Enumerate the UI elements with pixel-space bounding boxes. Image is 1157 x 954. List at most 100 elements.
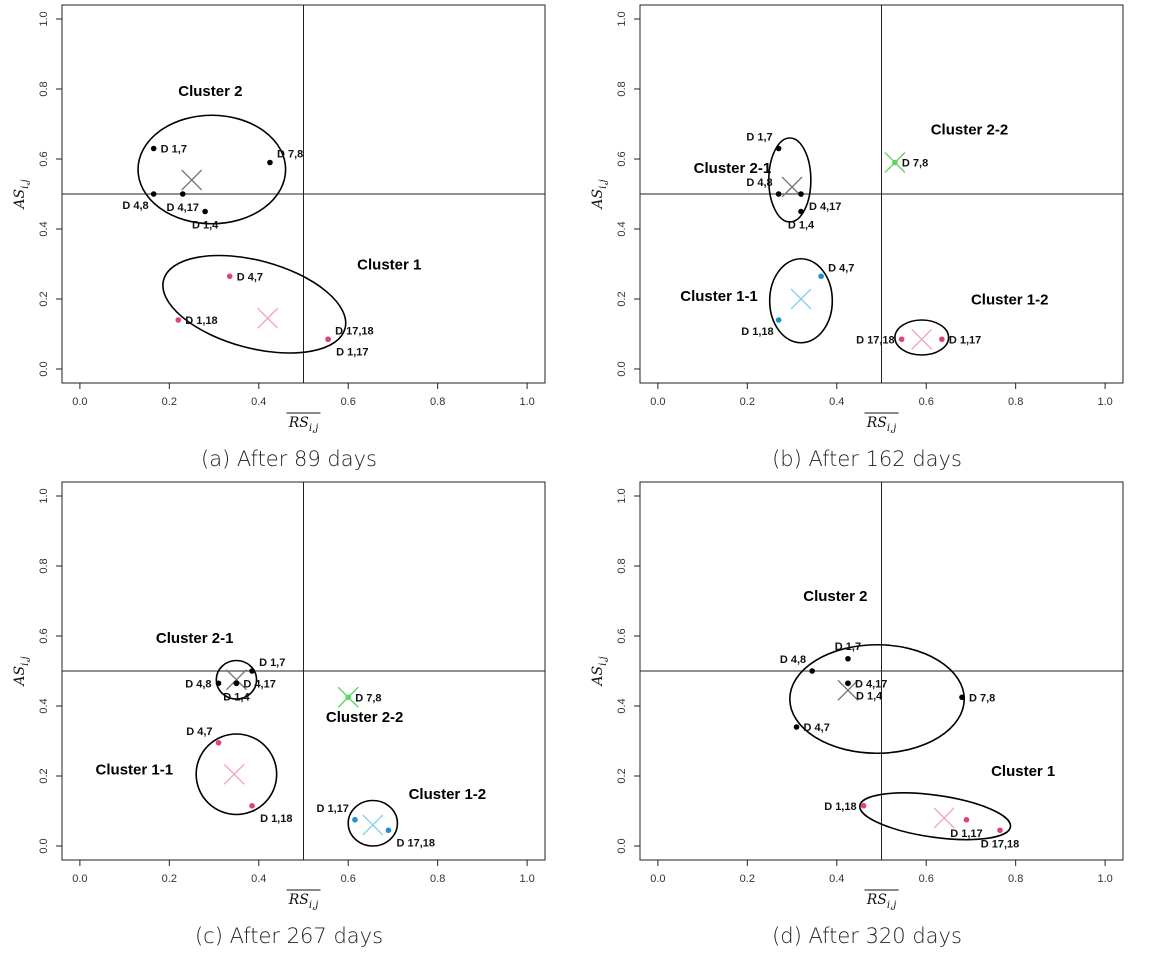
point-label: D 1,18 [741, 326, 773, 338]
point-label: D 4,7 [237, 271, 263, 283]
cluster-label: Cluster 2-2 [326, 709, 404, 726]
chart-d: 0.0 0.2 0.4 0.6 0.8 1.0 0.0 0.2 0.4 0.6 0.8 1.0 RSi,… [590, 481, 1124, 911]
x-axis-label-sub: i,j [309, 900, 318, 911]
point-label: D 1,4 [788, 220, 815, 232]
data-point [793, 724, 800, 730]
point-label: D 4,7 [804, 722, 830, 734]
data-point [798, 208, 804, 215]
cluster-label: Cluster 2-1 [156, 630, 234, 647]
point-label: D 4,17 [855, 678, 887, 690]
data-point [226, 273, 233, 280]
point-label: D 7,8 [277, 149, 303, 161]
y-tick-label: 0.2 [38, 768, 50, 783]
y-tick-label: 0.8 [38, 558, 50, 573]
x-tick-label: 0.8 [1008, 396, 1023, 408]
caption-a: (a) After 89 days [201, 447, 377, 471]
cluster-ellipse [894, 319, 950, 356]
point-label: D 1,7 [259, 657, 285, 669]
cluster-label: Cluster 2 [178, 83, 242, 100]
panel-d: 0.0 0.2 0.4 0.6 0.8 1.0 0.0 0.2 0.4 0.6 0.8 1.0 RSi,… [578, 477, 1156, 954]
cluster-ellipse [768, 137, 812, 223]
x-tick-label: 0.0 [650, 873, 665, 885]
caption-c: (c) After 267 days [194, 924, 384, 948]
cluster-ellipse [859, 792, 1012, 841]
y-tick-label: 0.0 [616, 838, 628, 853]
cluster-ellipse [789, 643, 966, 755]
y-axis-label: ASi,j [590, 656, 609, 687]
centroid-marker [223, 763, 245, 785]
y-tick-label: 0.0 [38, 361, 50, 376]
centroid-marker [781, 176, 803, 198]
point-label: D 7,8 [355, 692, 381, 704]
y-axis-label-sub: i,j [20, 656, 31, 665]
data-point [775, 145, 782, 152]
x-tick-label: 0.2 [740, 396, 755, 408]
x-tick-label: 0.4 [251, 873, 266, 885]
x-axis-label: RSi,j [288, 415, 319, 434]
point-label: D 1,7 [161, 144, 187, 156]
panel-b: 0.0 0.2 0.4 0.6 0.8 1.0 0.0 0.2 0.4 0.6 0.8 1.0 RSi,… [578, 0, 1156, 477]
data-point [352, 816, 358, 823]
x-tick-label: 1.0 [1097, 873, 1112, 885]
x-tick-label: 0.8 [430, 873, 445, 885]
y-tick-label: 0.4 [616, 221, 628, 236]
point-label: D 1,4 [856, 690, 883, 702]
cluster-ellipse [162, 254, 347, 354]
point-label: D 1,17 [336, 346, 368, 358]
y-tick-label: 0.8 [38, 81, 50, 96]
x-tick-label: 0.8 [430, 396, 445, 408]
centroid-marker [362, 814, 384, 836]
data-point [997, 827, 1003, 834]
point-label: D 1,17 [317, 803, 349, 815]
x-tick-label: 0.2 [162, 396, 177, 408]
y-axis-label-sub: i,j [598, 656, 609, 665]
x-tick-label: 0.0 [650, 396, 665, 408]
data-point [775, 317, 782, 323]
point-label: D 4,7 [828, 262, 854, 274]
x-tick-label: 1.0 [519, 873, 534, 885]
y-tick-label: 0.6 [616, 151, 628, 166]
chart-c: 0.0 0.2 0.4 0.6 0.8 1.0 0.0 0.2 0.4 0.6 0.8 1.0 RSi,… [12, 481, 546, 911]
x-tick-label: 0.4 [251, 396, 266, 408]
y-tick-label: 1.0 [38, 488, 50, 503]
cluster-label: Cluster 1-1 [96, 761, 174, 778]
data-point [150, 145, 157, 152]
point-label: D 17,18 [981, 838, 1020, 850]
x-axis-label: RSi,j [288, 892, 319, 911]
point-label: D 4,8 [185, 678, 211, 690]
y-tick-label: 0.2 [38, 291, 50, 306]
data-point [215, 739, 222, 746]
point-label: D 1,17 [950, 828, 982, 840]
point-label: D 17,18 [335, 325, 374, 337]
cluster-label: Cluster 2-1 [694, 160, 772, 177]
x-tick-label: 0.4 [829, 873, 844, 885]
data-point [809, 668, 815, 674]
cluster-label: Cluster 2 [803, 588, 867, 605]
point-label: D 4,7 [186, 726, 212, 738]
point-label: D 4,8 [122, 200, 148, 212]
y-axis-label: ASi,j [12, 656, 31, 687]
y-tick-label: 0.6 [38, 628, 50, 643]
data-point [845, 655, 851, 662]
centroid-marker [225, 669, 247, 691]
chart-b: 0.0 0.2 0.4 0.6 0.8 1.0 0.0 0.2 0.4 0.6 0.8 1.0 RSi,… [590, 4, 1124, 434]
point-label: D 1,18 [185, 315, 217, 327]
x-tick-label: 0.0 [72, 396, 87, 408]
point-label: D 4,17 [167, 202, 199, 214]
centroid-marker [837, 679, 859, 701]
cluster-label: Cluster 1-1 [680, 288, 758, 305]
data-point [267, 159, 273, 166]
y-tick-label: 0.6 [38, 151, 50, 166]
cluster-ellipse [347, 799, 399, 847]
x-tick-label: 0.0 [72, 873, 87, 885]
x-axis-label-sub: i,j [887, 900, 896, 911]
cluster-label: Cluster 2-2 [931, 122, 1009, 139]
x-tick-label: 0.6 [919, 396, 934, 408]
cluster-label: Cluster 1-2 [409, 786, 487, 803]
point-label: D 7,8 [902, 158, 928, 170]
cluster-ellipse [137, 114, 287, 225]
cluster-ellipse [195, 733, 278, 816]
x-tick-label: 0.2 [162, 873, 177, 885]
point-label: D 17,18 [396, 837, 435, 849]
centroid-marker [257, 307, 279, 329]
